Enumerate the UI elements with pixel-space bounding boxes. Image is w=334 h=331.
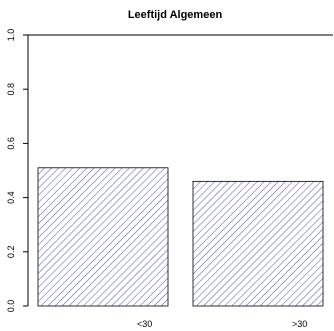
y-tick-label: 0.6: [6, 137, 16, 150]
bar-2: [192, 180, 324, 307]
plot-area: 0.0 0.2 0.4 0.6 0.8 1.0 <30 >30: [6, 29, 333, 329]
y-tick-label: 1.0: [6, 29, 16, 42]
x-tick-label: <30: [137, 319, 152, 329]
y-tick-label: 0.0: [6, 300, 16, 313]
y-tick-label: 0.2: [6, 246, 16, 259]
chart-title: Leeftijd Algemeen: [128, 9, 223, 21]
bar-1: [37, 167, 169, 307]
y-tick-label: 0.4: [6, 191, 16, 204]
y-tick-label: 0.8: [6, 83, 16, 96]
x-tick-label: >30: [292, 319, 307, 329]
